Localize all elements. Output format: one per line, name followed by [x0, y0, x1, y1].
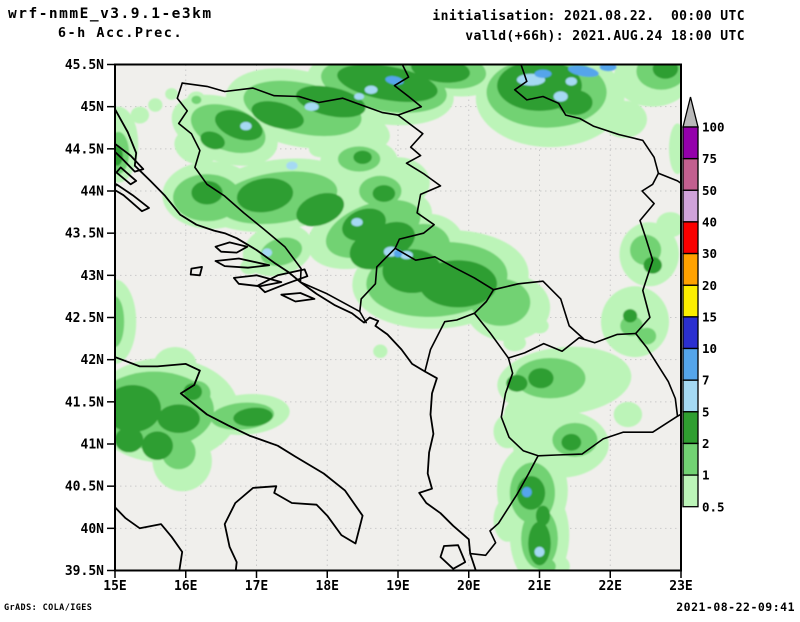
lon-tick-label: 22E [599, 579, 622, 594]
product-title: 6-h Acc.Prec. [57, 25, 184, 41]
colorbar-level-label: 30 [702, 246, 717, 261]
colorbar-level-label: 15 [702, 309, 717, 324]
initialisation-time: initialisation: 2021.08.22. 00:00 UTC [432, 9, 745, 24]
lon-tick-label: 20E [457, 579, 480, 594]
lat-tick-label: 43.5N [65, 227, 104, 242]
lat-tick-label: 40.5N [65, 480, 104, 495]
lat-tick-label: 39.5N [65, 564, 104, 579]
colorbar-level-label: 1 [702, 468, 710, 483]
header-left: wrf-nmmE_v3.9.1-e3km 6-h Acc.Prec. [8, 6, 233, 41]
lon-tick-label: 23E [669, 579, 692, 594]
colorbar-level-label: 0.5 [702, 499, 725, 514]
colorbar-level-label: 50 [702, 183, 717, 198]
lon-tick-label: 18E [316, 579, 339, 594]
colorbar-level-label: 75 [702, 151, 717, 166]
lon-tick-label: 19E [386, 579, 409, 594]
precipitation-shading [115, 64, 681, 571]
lat-tick-label: 41N [81, 438, 105, 453]
lat-tick-label: 42.5N [65, 311, 104, 326]
colorbar-level-label: 10 [702, 341, 717, 356]
lat-tick-label: 41.5N [65, 395, 104, 410]
colorbar-level-label: 40 [702, 214, 717, 229]
colorbar-level-label: 20 [702, 278, 717, 293]
lon-tick-label: 16E [174, 579, 197, 594]
model-title: wrf-nmmE_v3.9.1-e3km [8, 6, 213, 22]
lat-tick-label: 42N [81, 353, 105, 368]
lon-tick-label: 21E [528, 579, 551, 594]
axis-ticks-and-labels: 45.5N 45N 44.5N 44N 43.5N 43N 42.5N 42N 41.5N 41N… [65, 58, 693, 594]
colorbar-level-label: 2 [702, 436, 710, 451]
colorbar-level-label: 7 [702, 373, 710, 388]
grads-credit: GrADS: COLA/IGES [4, 603, 93, 613]
lat-tick-label: 45.5N [65, 58, 104, 73]
lat-tick-label: 44N [81, 185, 105, 200]
lon-tick-label: 15E [103, 579, 126, 594]
colorbar-level-label: 5 [702, 404, 710, 419]
lon-tick-label: 17E [245, 579, 268, 594]
colorbar-level-label: 100 [702, 120, 725, 135]
lat-tick-label: 44.5N [65, 142, 104, 157]
lat-tick-label: 43N [81, 269, 105, 284]
header-right: initialisation: 2021.08.22. 00:00 UTC va… [432, 7, 745, 47]
creation-timestamp: 2021-08-22-09:41 [676, 600, 795, 614]
lat-tick-label: 40N [81, 522, 105, 537]
lat-tick-label: 45N [81, 100, 105, 115]
valid-time: valld(+66h): 2021.AUG.24 18:00 UTC [465, 29, 745, 44]
coastlines-and-borders [115, 64, 681, 571]
